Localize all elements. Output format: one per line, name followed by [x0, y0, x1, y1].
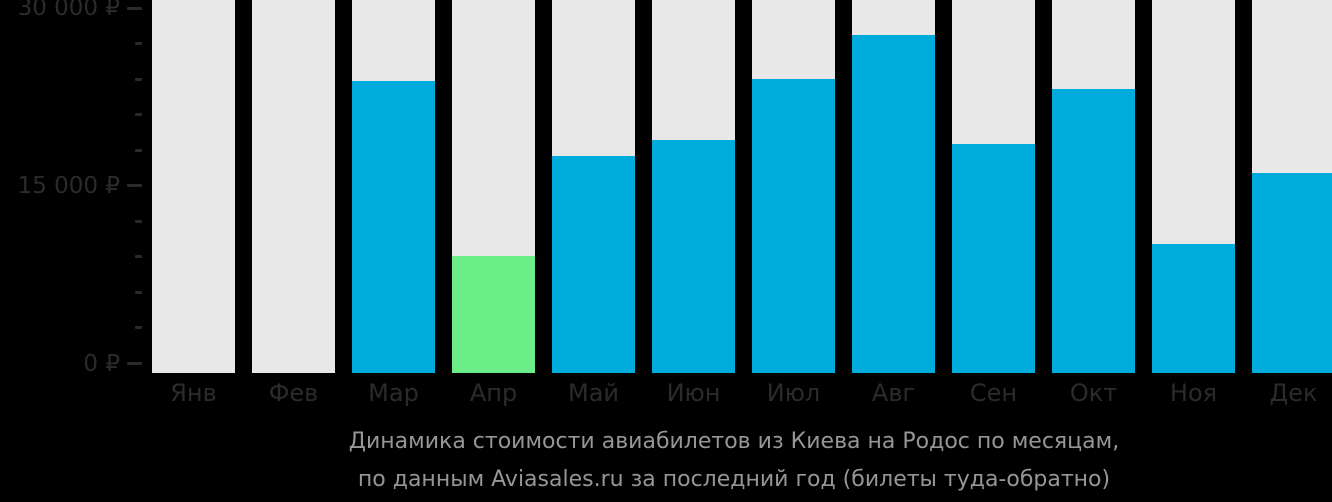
y-tick-label: 15 000 ₽ [17, 172, 120, 199]
y-tick-minor [135, 113, 142, 117]
y-tick-minor [135, 255, 142, 259]
bar-value-oct[interactable] [1052, 88, 1135, 373]
y-tick-minor [135, 77, 142, 81]
y-tick-label: 0 ₽ [83, 350, 120, 377]
x-label-apr: Апр [469, 379, 518, 407]
y-tick-minor [135, 290, 142, 294]
x-label-dec: Дек [1269, 379, 1318, 407]
x-label-aug: Авг [871, 379, 916, 407]
plot-area: 0 ₽ 15 000 ₽ 30 000 ₽ Янв Фев Мар Апр Май Июн Ию… [17, 0, 1332, 407]
x-label-may: Май [567, 379, 619, 407]
bar-value-jun[interactable] [652, 139, 735, 373]
y-tick-major [127, 362, 142, 365]
x-label-oct: Окт [1069, 379, 1118, 407]
x-label-sep: Сен [969, 379, 1018, 407]
bar-value-may[interactable] [552, 156, 635, 373]
x-label-jan: Янв [170, 379, 217, 407]
x-label-jun: Июн [666, 379, 721, 407]
bar-value-sep[interactable] [952, 144, 1035, 373]
caption-line-1: Динамика стоимости авиабилетов из Киева … [348, 429, 1120, 454]
y-tick-minor [135, 42, 142, 46]
chart-caption: Динамика стоимости авиабилетов из Киева … [136, 423, 1332, 499]
x-label-jul: Июл [766, 379, 821, 407]
y-tick-minor [135, 219, 142, 223]
bar-column-jan[interactable] [152, 0, 235, 373]
bar-column-feb[interactable] [252, 0, 335, 373]
caption-line-2: по данным Aviasales.ru за последний год … [357, 467, 1111, 492]
bar-value-dec[interactable] [1252, 172, 1332, 373]
y-tick-major [127, 184, 142, 188]
y-tick-minor [135, 148, 142, 152]
y-tick-major [127, 6, 142, 10]
x-label-nov: Ноя [1169, 379, 1218, 407]
bar-value-aug[interactable] [852, 35, 935, 373]
bar-value-jul[interactable] [752, 79, 835, 373]
bar-value-mar[interactable] [352, 81, 435, 373]
bar-value-apr[interactable] [452, 255, 535, 373]
x-label-feb: Фев [268, 379, 319, 407]
y-tick-label: 30 000 ₽ [17, 0, 120, 21]
bar-value-nov[interactable] [1152, 243, 1235, 373]
y-tick-minor [135, 326, 142, 330]
x-label-mar: Мар [368, 379, 419, 407]
